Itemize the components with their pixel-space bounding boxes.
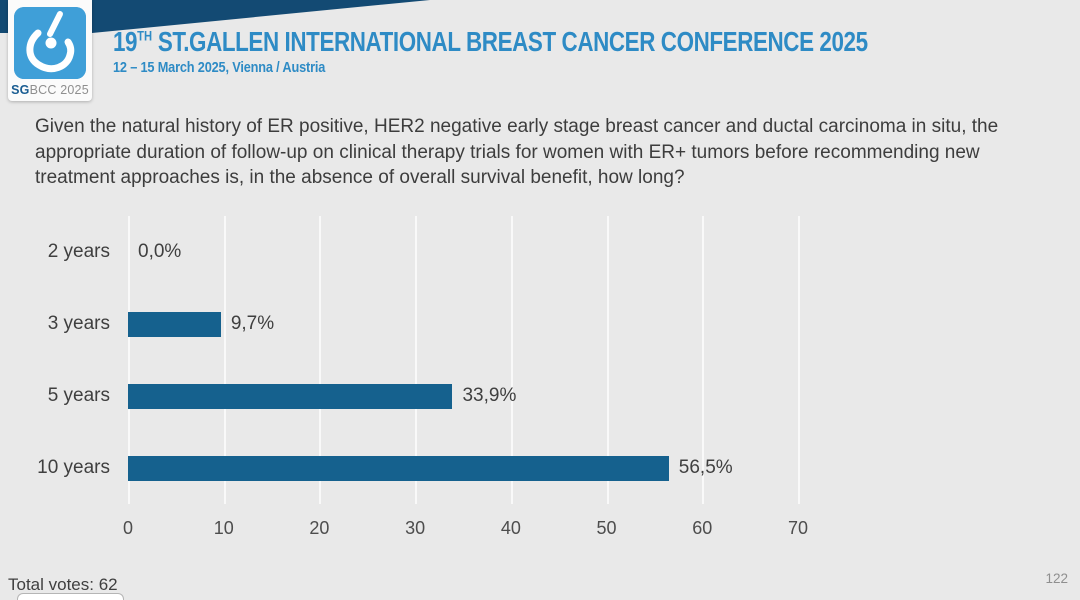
gridline-0 <box>128 216 130 504</box>
bottom-popup-edge[interactable] <box>17 593 124 600</box>
title-text: ST.GALLEN INTERNATIONAL BREAST CANCER CO… <box>152 26 868 57</box>
gridline-50 <box>606 216 609 504</box>
gridline-10 <box>223 216 226 504</box>
category-label: 5 years <box>47 385 110 406</box>
bar-track: 0,0% <box>128 240 830 265</box>
gridline-70 <box>798 216 800 504</box>
gridline-60 <box>702 216 705 504</box>
bar <box>128 383 453 409</box>
title-ordinal: TH <box>137 27 153 44</box>
logo-caption-rest: BCC 2025 <box>29 83 89 97</box>
x-tick: 40 <box>500 518 521 538</box>
conference-logo: SGBCC 2025 <box>8 0 92 101</box>
chart-row-2-years: 2 years 0,0% <box>0 216 830 288</box>
page-number: 122 <box>1045 571 1068 586</box>
poll-bar-chart: 2 years 0,0% 3 years 9,7% 5 years 33,9% 10 yea… <box>0 216 830 504</box>
conference-title: 19TH ST.GALLEN INTERNATIONAL BREAST CANC… <box>113 26 868 58</box>
chart-gridlines <box>128 216 800 504</box>
conference-subtitle: 12 – 15 March 2025, Vienna / Austria <box>113 59 326 76</box>
category-label: 10 years <box>37 457 110 478</box>
gridline-40 <box>510 216 513 504</box>
category-label: 2 years <box>47 241 110 262</box>
total-votes-label: Total votes: 62 <box>8 575 118 594</box>
header: 19TH ST.GALLEN INTERNATIONAL BREAST CANC… <box>113 26 1056 76</box>
x-tick: 20 <box>309 518 330 538</box>
gridline-20 <box>319 216 322 504</box>
x-tick: 0 <box>122 518 134 538</box>
bar <box>128 311 221 337</box>
bar-track: 56,5% <box>128 455 830 481</box>
value-label: 56,5% <box>678 457 733 478</box>
question-text: Given the natural history of ER positive… <box>35 116 999 188</box>
bar <box>128 455 669 481</box>
value-label: 33,9% <box>462 385 517 406</box>
x-tick: 30 <box>405 518 426 538</box>
bar-track: 33,9% <box>128 383 830 409</box>
chart-row-3-years: 3 years 9,7% <box>0 288 830 360</box>
x-tick: 60 <box>692 518 713 538</box>
value-label: 0,0% <box>138 241 182 262</box>
bar-track: 9,7% <box>128 311 830 337</box>
x-tick: 50 <box>596 518 617 538</box>
chart-row-10-years: 10 years 56,5% <box>0 432 830 504</box>
chart-x-axis: 0 10 20 30 40 50 60 70 <box>123 518 808 542</box>
gridline-30 <box>415 216 418 504</box>
logo-caption-sg: SG <box>11 83 30 97</box>
value-label: 9,7% <box>230 313 275 334</box>
logo-caption: SGBCC 2025 <box>11 83 89 97</box>
category-label: 3 years <box>47 313 110 334</box>
title-number: 19 <box>113 26 138 57</box>
x-tick: 70 <box>787 518 809 538</box>
chart-row-5-years: 5 years 33,9% <box>0 360 830 432</box>
corner-banner-shape <box>0 0 430 33</box>
sgbcc-logo-icon <box>14 7 86 79</box>
x-tick: 10 <box>213 518 234 538</box>
